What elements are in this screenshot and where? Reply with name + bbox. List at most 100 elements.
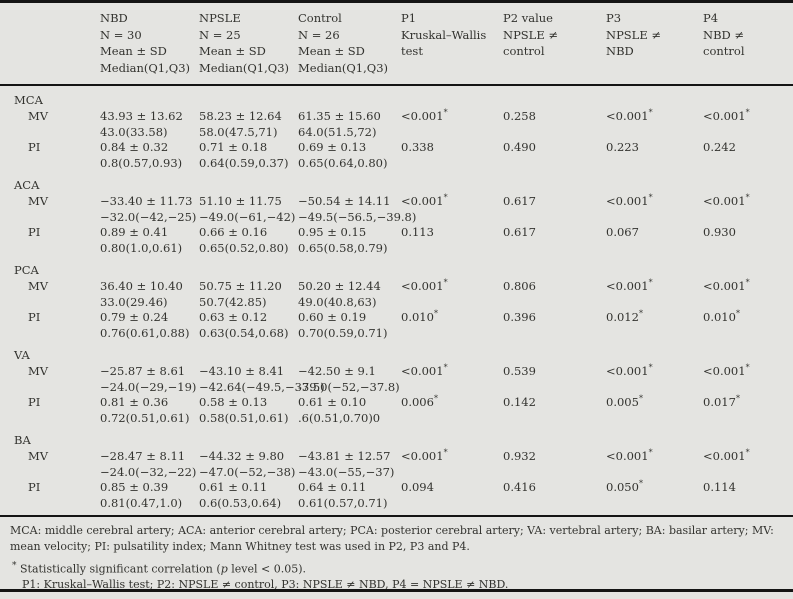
- median-value: 0.80(1.0,0.61): [100, 240, 183, 255]
- significance-asterisk: *: [648, 108, 653, 118]
- significance-asterisk: *: [745, 108, 750, 118]
- mean-sd-value: 50.75 ± 11.20: [199, 279, 282, 293]
- significance-asterisk: *: [443, 278, 448, 288]
- control-cell: 61.35 ± 15.60 64.0(51.5,72): [298, 109, 401, 140]
- control-cell: 0.60 ± 0.19 0.70(0.59,0.71): [298, 310, 401, 341]
- column-header: P2 value NPSLE ≠ control: [503, 3, 606, 86]
- p3-value-cell: <0.001*: [606, 448, 653, 463]
- section-label: BA: [14, 433, 31, 447]
- p4-value-cell: <0.001*: [703, 108, 750, 123]
- median-value: 0.8(0.57,0.93): [100, 155, 183, 170]
- median-value: −24.0(−32,−22): [100, 464, 197, 479]
- mean-sd-value: −50.54 ± 14.11: [298, 194, 391, 208]
- asterisk-marker: *: [12, 561, 17, 571]
- significance-asterisk: *: [433, 394, 438, 404]
- column-header: NPSLE N = 25 Mean ± SD Median(Q1,Q3): [199, 3, 298, 86]
- column-header-line: N = 26: [298, 27, 340, 42]
- nbd-cell: 0.89 ± 0.41 0.80(1.0,0.61): [100, 225, 199, 256]
- median-value: −47.0(−52,−38): [199, 464, 296, 479]
- p2-value-cell: 0.258: [503, 109, 536, 123]
- significance-asterisk: *: [638, 479, 643, 489]
- significance-asterisk: *: [648, 448, 653, 458]
- significance-asterisk: *: [745, 193, 750, 203]
- column-header-line: P1: [401, 11, 417, 25]
- mean-sd-value: 0.66 ± 0.16: [199, 225, 268, 239]
- section-label: PCA: [14, 263, 39, 277]
- npsle-cell: 0.63 ± 0.12 0.63(0.54,0.68): [199, 310, 298, 341]
- p2-value-cell: 0.932: [503, 449, 536, 463]
- median-value: −42.64(−49.5,−37.5): [199, 379, 325, 394]
- parameter-label: PI: [28, 480, 41, 494]
- npsle-cell: 51.10 ± 11.75 −49.0(−61,−42): [199, 194, 298, 225]
- section-row: PCA: [0, 256, 793, 279]
- mean-sd-value: 36.40 ± 10.40: [100, 279, 183, 293]
- data-row: MV −25.87 ± 8.61 −24.0(−29,−19) −43.10 ± 8.…: [0, 364, 793, 395]
- footnote-significance-p: p: [220, 562, 228, 576]
- data-row: PI 0.81 ± 0.36 0.72(0.51,0.61) 0.58 ± 0.13 0…: [0, 395, 793, 426]
- npsle-cell: 58.23 ± 12.64 58.0(47.5,71): [199, 109, 298, 140]
- header-row: NBD N = 30 Mean ± SD Median(Q1,Q3) NPSLE N = …: [0, 3, 793, 86]
- median-value: 0.70(0.59,0.71): [298, 325, 388, 340]
- nbd-cell: 0.79 ± 0.24 0.76(0.61,0.88): [100, 310, 199, 341]
- p1-value-cell: 0.113: [401, 225, 434, 239]
- control-cell: 0.69 ± 0.13 0.65(0.64,0.80): [298, 140, 401, 171]
- column-header: NBD N = 30 Mean ± SD Median(Q1,Q3): [100, 3, 199, 86]
- footnote-significance-post: level < 0.05).: [227, 562, 306, 576]
- p4-value-cell: 0.930: [703, 225, 736, 239]
- column-header: P1 Kruskal–Wallis test: [401, 3, 503, 86]
- mean-sd-value: 58.23 ± 12.64: [199, 109, 282, 123]
- parameter-label: PI: [28, 140, 41, 154]
- median-value: 0.63(0.54,0.68): [199, 325, 289, 340]
- mean-sd-value: −43.81 ± 12.57: [298, 449, 391, 463]
- mean-sd-value: 0.63 ± 0.12: [199, 310, 268, 324]
- mean-sd-value: 51.10 ± 11.75: [199, 194, 282, 208]
- median-value: −32.0(−42,−25): [100, 209, 197, 224]
- median-value: 0.65(0.64,0.80): [298, 155, 388, 170]
- npsle-cell: 0.71 ± 0.18 0.64(0.59,0.37): [199, 140, 298, 171]
- mean-sd-value: 61.35 ± 15.60: [298, 109, 381, 123]
- column-header-line: NPSLE ≠: [503, 27, 559, 42]
- mean-sd-value: −44.32 ± 9.80: [199, 449, 285, 463]
- significance-asterisk: *: [745, 363, 750, 373]
- significance-asterisk: *: [745, 278, 750, 288]
- median-value: -39.0(−52,−37.8): [298, 379, 400, 394]
- column-header-line: test: [401, 44, 423, 58]
- data-row: PI 0.85 ± 0.39 0.81(0.47,1.0) 0.61 ± 0.11 0.…: [0, 480, 793, 515]
- significance-asterisk: *: [638, 394, 643, 404]
- column-header-line: P4: [703, 11, 719, 25]
- parameter-label: MV: [28, 364, 49, 378]
- column-header: P3 NPSLE ≠ NBD: [606, 3, 703, 86]
- section-label: ACA: [14, 178, 40, 192]
- p1-value-cell: <0.001*: [401, 448, 448, 463]
- nbd-cell: −28.47 ± 8.11 −24.0(−32,−22): [100, 449, 199, 480]
- p2-value-cell: 0.396: [503, 310, 536, 324]
- column-header-line: NPSLE ≠: [606, 27, 662, 42]
- footnote-significance-pre: Statistically significant correlation (: [16, 562, 221, 576]
- data-row: PI 0.79 ± 0.24 0.76(0.61,0.88) 0.63 ± 0.12 0…: [0, 310, 793, 341]
- p2-value-cell: 0.416: [503, 480, 536, 494]
- footnote-significance: * Statistically significant correlation …: [10, 559, 781, 577]
- significance-asterisk: *: [648, 363, 653, 373]
- median-value: 0.76(0.61,0.88): [100, 325, 190, 340]
- npsle-cell: −44.32 ± 9.80 −47.0(−52,−38): [199, 449, 298, 480]
- p4-value-cell: 0.010*: [703, 309, 740, 324]
- significance-asterisk: *: [443, 108, 448, 118]
- column-header-line: Median(Q1,Q3): [298, 60, 389, 75]
- data-row: MV −33.40 ± 11.73 −32.0(−42,−25) 51.10 ± 11…: [0, 194, 793, 225]
- mean-sd-value: 0.89 ± 0.41: [100, 225, 169, 239]
- footnote-abbreviations: MCA: middle cerebral artery; ACA: anteri…: [10, 524, 774, 553]
- p2-value-cell: 0.617: [503, 225, 536, 239]
- significance-asterisk: *: [648, 278, 653, 288]
- p3-value-cell: 0.005*: [606, 394, 643, 409]
- median-value: 0.61(0.57,0.71): [298, 495, 388, 510]
- nbd-cell: −25.87 ± 8.61 −24.0(−29,−19): [100, 364, 199, 395]
- column-header-line: P3: [606, 11, 622, 25]
- section-row: BA: [0, 426, 793, 449]
- column-header: P4 NBD ≠ control: [703, 3, 793, 86]
- mean-sd-value: 0.71 ± 0.18: [199, 140, 268, 154]
- p3-value-cell: 0.050*: [606, 479, 643, 494]
- p4-value-cell: 0.242: [703, 140, 736, 154]
- parameter-label: MV: [28, 279, 49, 293]
- column-header-line: Kruskal–Wallis: [401, 27, 487, 42]
- median-value: 0.64(0.59,0.37): [199, 155, 289, 170]
